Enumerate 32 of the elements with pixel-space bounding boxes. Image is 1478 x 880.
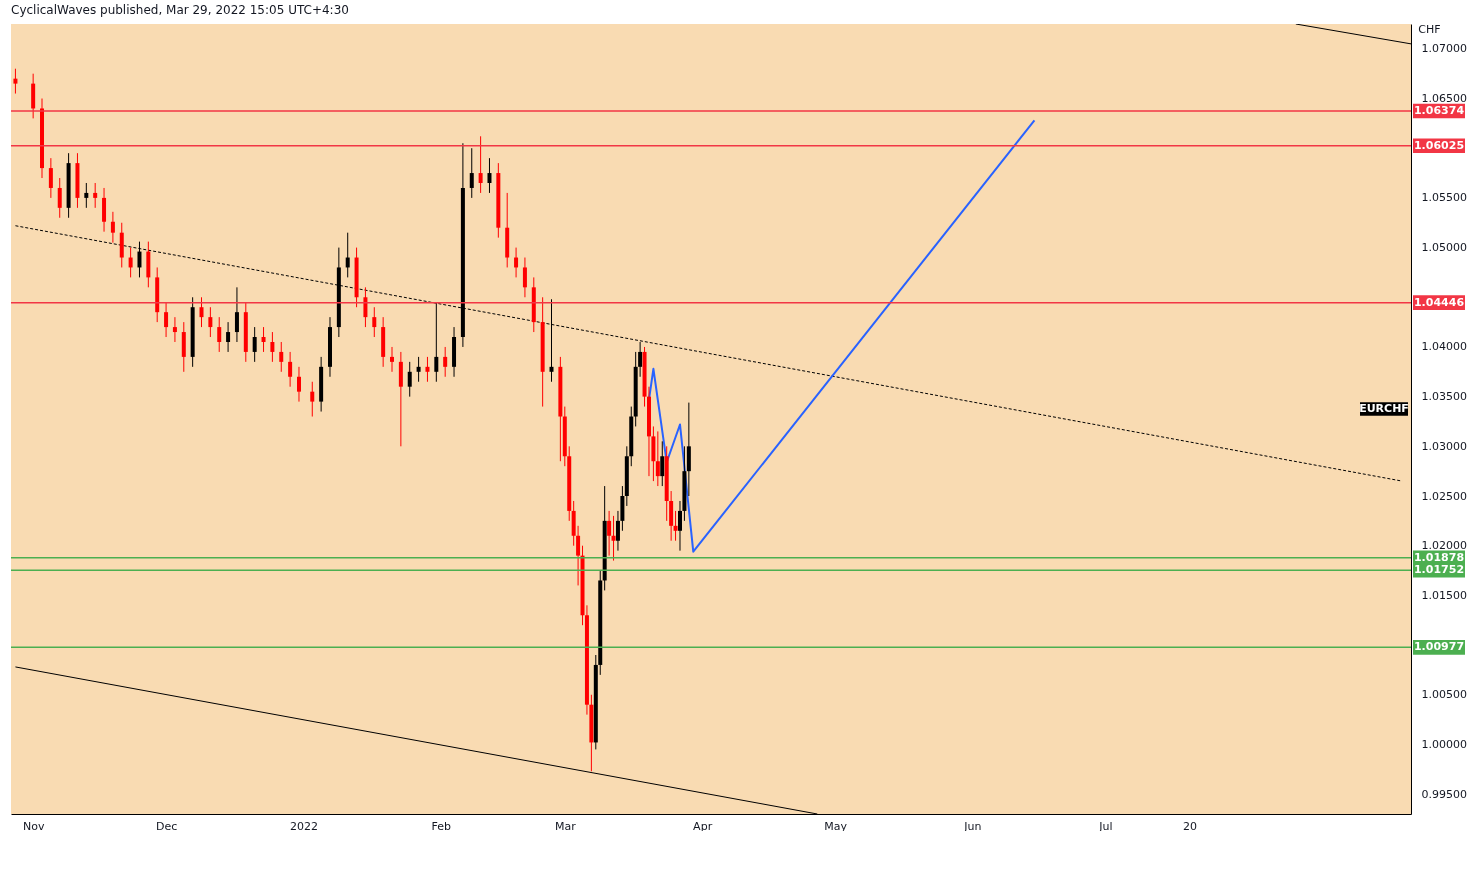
y-tick-label: 1.05500 xyxy=(1421,191,1467,205)
y-axis-title: CHF xyxy=(1418,22,1441,36)
y-tick-label: 1.02000 xyxy=(1421,539,1467,553)
ref-line-label: 1.06374 xyxy=(1413,104,1465,118)
x-tick-label: May xyxy=(824,819,848,833)
y-tick-label: 1.02500 xyxy=(1421,489,1467,503)
x-tick-label: Dec xyxy=(155,819,178,833)
y-tick-label: 1.05000 xyxy=(1421,241,1467,255)
ref-line-label: 1.00977 xyxy=(1413,640,1465,654)
y-tick-label: 1.03500 xyxy=(1421,390,1467,404)
y-tick-label: 0.99500 xyxy=(1421,787,1467,801)
ref-line-label: 1.01752 xyxy=(1413,563,1465,577)
x-tick-label: Mar xyxy=(554,819,577,833)
chart-title: CyclicalWaves published, Mar 29, 2022 15:05 UTC+4:30 xyxy=(11,3,349,17)
y-tick-label: 1.00000 xyxy=(1421,737,1467,751)
ref-line-label: 1.01878 xyxy=(1413,550,1465,564)
x-tick-label: Feb xyxy=(431,819,451,833)
y-tick-label: 1.00500 xyxy=(1421,688,1467,702)
ref-line-label: 1.06025 xyxy=(1413,138,1465,152)
y-tick-label: 1.01500 xyxy=(1421,588,1467,602)
y-tick-label: 1.07000 xyxy=(1421,42,1467,56)
x-tick-label: Jul xyxy=(1098,819,1113,833)
x-tick-label: 2022 xyxy=(289,819,318,833)
x-tick-label: Apr xyxy=(693,819,713,833)
annotation: EURCHF xyxy=(1359,402,1409,415)
y-tick-label: 1.04000 xyxy=(1421,340,1467,354)
ref-line-label: 1.04446 xyxy=(1413,295,1465,309)
x-tick-label: Jun xyxy=(963,819,982,833)
y-tick-label: 1.06500 xyxy=(1421,92,1467,106)
y-tick-label: 1.03000 xyxy=(1421,439,1467,453)
x-tick-label: Nov xyxy=(22,819,45,833)
x-tick-label: 20 xyxy=(1182,819,1197,833)
